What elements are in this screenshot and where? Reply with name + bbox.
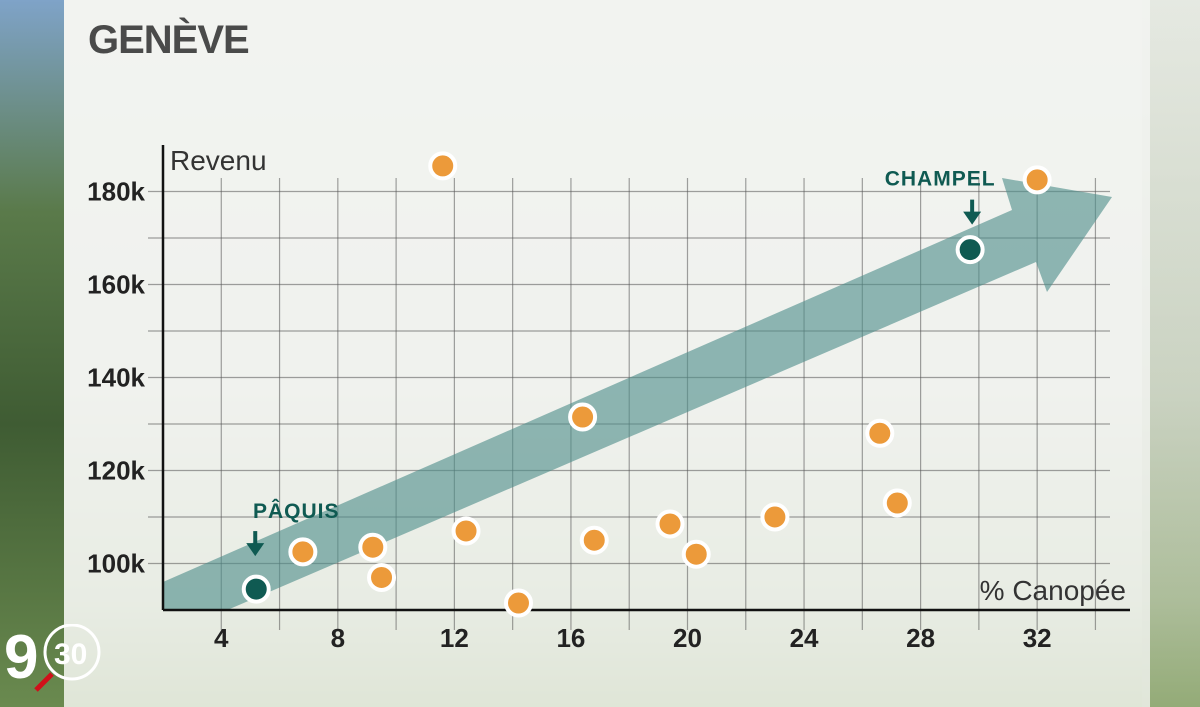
annotations: CHAMPEL PÂQUIS	[246, 168, 996, 557]
x-tick-label: 4	[214, 623, 229, 653]
logo-text: 30	[54, 638, 87, 671]
data-point	[358, 532, 388, 562]
y-tick-label: 100k	[87, 549, 145, 579]
x-tick-label: 16	[556, 623, 585, 653]
data-points	[241, 151, 1052, 618]
down-arrow-icon	[963, 211, 982, 225]
x-tick-label: 12	[440, 623, 469, 653]
data-point	[882, 488, 912, 518]
x-tick-label: 24	[790, 623, 819, 653]
tick-labels: 4 8 12 16 20 24 28 32 100k 120k 140k 160k 180k	[87, 177, 1051, 654]
background-trees-right	[1142, 0, 1200, 707]
chart-axes	[161, 145, 1130, 612]
data-point	[428, 151, 458, 181]
trend-arrow	[163, 178, 1112, 611]
x-tick-label: 20	[673, 623, 702, 653]
highlight-point	[955, 235, 985, 265]
x-tick-label: 28	[906, 623, 935, 653]
data-point	[655, 509, 685, 539]
data-point	[568, 402, 598, 432]
y-tick-label: 160k	[87, 270, 145, 300]
data-point	[367, 562, 397, 592]
y-tick-label: 180k	[87, 177, 145, 207]
data-point	[865, 418, 895, 448]
background-trees-left	[0, 0, 64, 707]
data-point	[579, 525, 609, 555]
broadcast-logo: 9 30	[4, 623, 104, 692]
data-point	[288, 537, 318, 567]
data-point	[1022, 165, 1052, 195]
point-label: PÂQUIS	[253, 499, 340, 523]
y-tick-label: 140k	[87, 363, 145, 393]
y-tick-label: 120k	[87, 456, 145, 486]
data-point	[760, 502, 790, 532]
highlight-point	[241, 574, 271, 604]
down-arrow-icon	[246, 543, 265, 557]
data-point	[451, 516, 481, 546]
chart-title: GENÈVE	[88, 18, 250, 62]
point-label: CHAMPEL	[885, 168, 996, 191]
x-axis-label: % Canopée	[980, 575, 1126, 606]
svg-text:9: 9	[6, 624, 38, 692]
data-point	[681, 539, 711, 569]
x-tick-label: 32	[1023, 623, 1052, 653]
data-point	[503, 588, 533, 618]
x-tick-label: 8	[331, 623, 345, 653]
y-axis-label: Revenu	[170, 145, 267, 176]
